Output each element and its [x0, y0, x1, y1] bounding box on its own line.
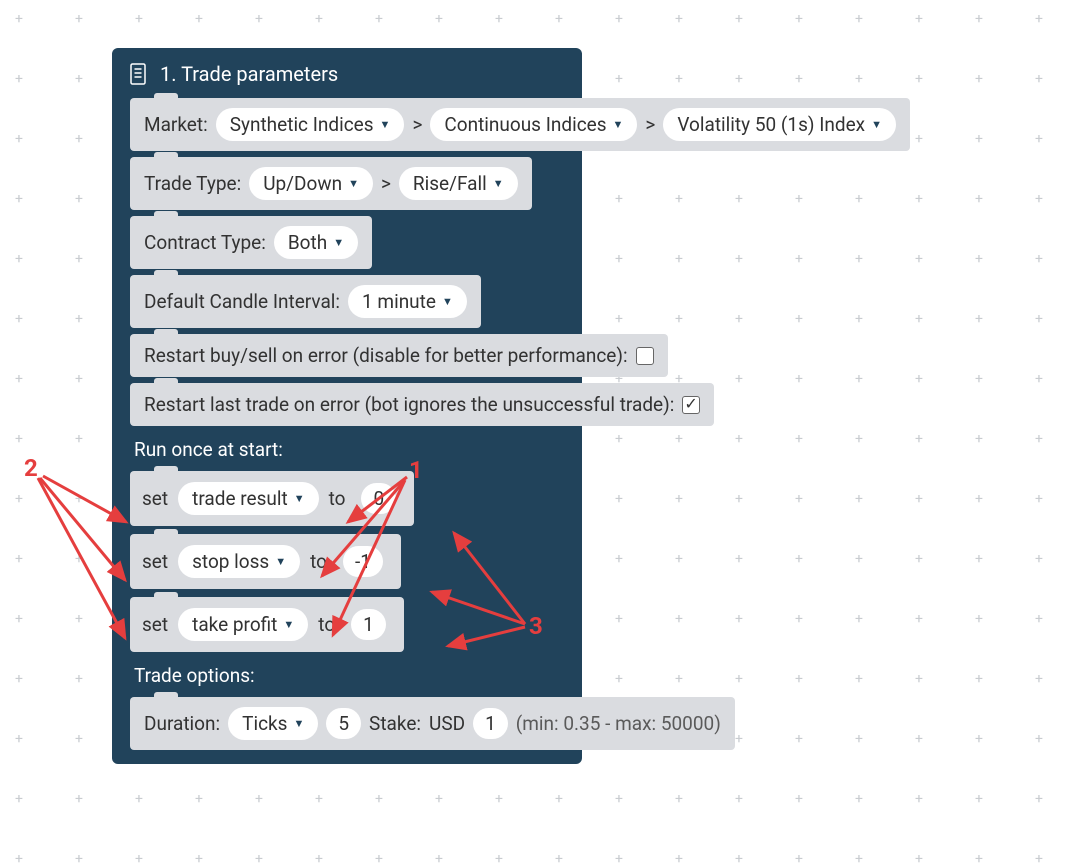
to-keyword: to: [310, 550, 327, 573]
market-level2-dropdown[interactable]: Continuous Indices ▼: [430, 108, 637, 141]
candle-interval-value: 1 minute: [362, 290, 436, 313]
trade-type-level2-dropdown[interactable]: Rise/Fall ▼: [399, 167, 518, 200]
value-wrap: -1: [337, 542, 389, 581]
market-level3-value: Volatility 50 (1s) Index: [677, 113, 865, 136]
block-title: 1. Trade parameters: [160, 62, 338, 86]
to-keyword: to: [329, 487, 346, 510]
set-row-stop-loss[interactable]: set stop loss ▼ to -1: [130, 534, 401, 589]
candle-interval-row: Default Candle Interval: 1 minute ▼: [130, 275, 481, 328]
annotation-label-2: 2: [24, 454, 38, 482]
set-keyword: set: [142, 487, 168, 510]
stake-label: Stake:: [369, 712, 421, 735]
value-wrap: 0: [355, 479, 402, 518]
contract-type-value: Both: [288, 231, 327, 254]
set-keyword: set: [142, 613, 168, 636]
set-keyword: set: [142, 550, 168, 573]
restart-buy-sell-label: Restart buy/sell on error (disable for b…: [144, 344, 628, 367]
trade-parameters-block: 1. Trade parameters Market: Synthetic In…: [112, 48, 582, 764]
trade-type-row: Trade Type: Up/Down ▼ > Rise/Fall ▼: [130, 157, 532, 210]
contract-type-row: Contract Type: Both ▼: [130, 216, 372, 269]
restart-last-trade-row: Restart last trade on error (bot ignores…: [130, 383, 714, 426]
market-level1-value: Synthetic Indices: [230, 113, 374, 136]
variable-dropdown[interactable]: take profit ▼: [178, 608, 308, 641]
to-keyword: to: [318, 613, 335, 636]
block-header: 1. Trade parameters: [112, 48, 582, 98]
contract-type-label: Contract Type:: [144, 231, 266, 254]
variable-name: trade result: [192, 487, 288, 510]
duration-unit-dropdown[interactable]: Ticks ▼: [228, 707, 318, 740]
duration-unit-value: Ticks: [242, 712, 287, 735]
trade-type-level1-value: Up/Down: [263, 172, 342, 195]
stake-value-input[interactable]: 1: [473, 708, 508, 739]
annotation-label-1: 1: [409, 456, 423, 484]
chevron-down-icon: ▼: [442, 295, 453, 308]
candle-interval-dropdown[interactable]: 1 minute ▼: [348, 285, 467, 318]
duration-value-input[interactable]: 5: [326, 708, 361, 739]
chevron-down-icon: ▼: [283, 618, 294, 631]
value-input[interactable]: -1: [343, 546, 383, 577]
breadcrumb-separator: >: [645, 113, 655, 136]
restart-buy-sell-checkbox[interactable]: [636, 347, 654, 365]
annotation-label-3: 3: [529, 612, 543, 640]
duration-label: Duration:: [144, 712, 220, 735]
value-input[interactable]: 1: [351, 609, 386, 640]
trade-type-level1-dropdown[interactable]: Up/Down ▼: [249, 167, 373, 200]
run-once-label: Run once at start:: [134, 438, 582, 461]
trade-options-label: Trade options:: [134, 664, 582, 687]
variable-name: take profit: [192, 613, 277, 636]
contract-type-dropdown[interactable]: Both ▼: [274, 226, 358, 259]
parameters-icon: [130, 63, 150, 85]
value-input[interactable]: 0: [361, 483, 396, 514]
market-level2-value: Continuous Indices: [444, 113, 606, 136]
chevron-down-icon: ▼: [380, 118, 391, 131]
restart-last-trade-checkbox[interactable]: [682, 396, 700, 414]
chevron-down-icon: ▼: [348, 177, 359, 190]
chevron-down-icon: ▼: [275, 555, 286, 568]
candle-interval-label: Default Candle Interval:: [144, 290, 340, 313]
chevron-down-icon: ▼: [871, 118, 882, 131]
restart-last-trade-label: Restart last trade on error (bot ignores…: [144, 393, 674, 416]
stake-hint: (min: 0.35 - max: 50000): [516, 712, 721, 735]
chevron-down-icon: ▼: [294, 492, 305, 505]
market-level3-dropdown[interactable]: Volatility 50 (1s) Index ▼: [663, 108, 896, 141]
variable-name: stop loss: [192, 550, 269, 573]
duration-row: Duration: Ticks ▼ 5 Stake: USD 1 (min: 0…: [130, 697, 735, 750]
breadcrumb-separator: >: [412, 113, 422, 136]
trade-type-level2-value: Rise/Fall: [413, 172, 487, 195]
chevron-down-icon: ▼: [293, 717, 304, 730]
set-row-take-profit[interactable]: set take profit ▼ to 1: [130, 597, 404, 652]
variable-dropdown[interactable]: trade result ▼: [178, 482, 318, 515]
value-wrap: 1: [345, 605, 392, 644]
set-row-trade-result[interactable]: set trade result ▼ to 0: [130, 471, 414, 526]
market-label: Market:: [144, 113, 208, 136]
restart-buy-sell-row: Restart buy/sell on error (disable for b…: [130, 334, 668, 377]
breadcrumb-separator: >: [381, 172, 391, 195]
variable-dropdown[interactable]: stop loss ▼: [178, 545, 300, 578]
chevron-down-icon: ▼: [333, 236, 344, 249]
chevron-down-icon: ▼: [493, 177, 504, 190]
currency-label: USD: [429, 712, 465, 735]
market-row: Market: Synthetic Indices ▼ > Continuous…: [130, 98, 910, 151]
market-level1-dropdown[interactable]: Synthetic Indices ▼: [216, 108, 405, 141]
chevron-down-icon: ▼: [613, 118, 624, 131]
trade-type-label: Trade Type:: [144, 172, 241, 195]
